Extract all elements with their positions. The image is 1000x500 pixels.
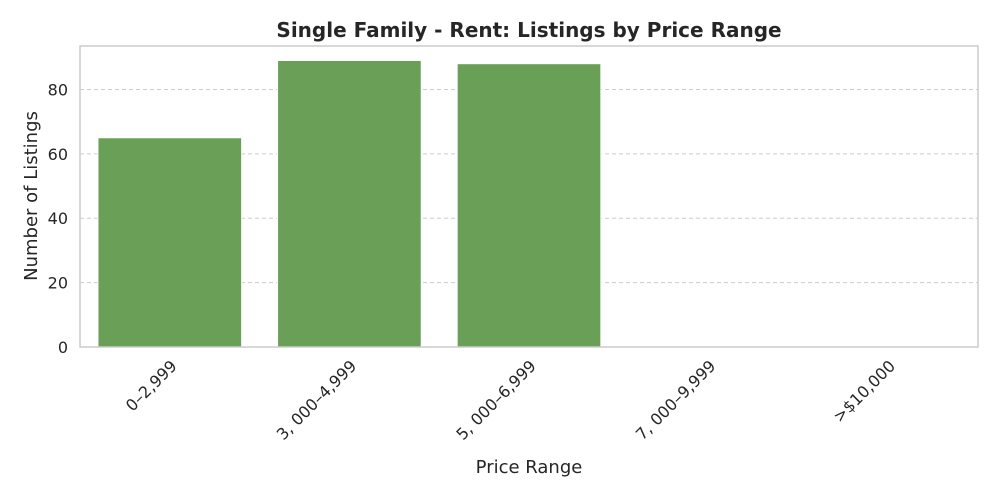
bar [277, 59, 422, 348]
bars [97, 59, 602, 348]
bar [456, 63, 602, 348]
x-tick-label: 7, 000–9,999 [632, 356, 719, 443]
y-axis-label: Number of Listings [21, 111, 42, 281]
y-tick-label: 60 [48, 145, 68, 164]
y-tick-label: 0 [58, 338, 68, 357]
x-axis-label: Price Range [476, 457, 583, 478]
x-tick-label: >$10,000 [829, 356, 899, 426]
x-tick-label: 0–2,999 [122, 356, 181, 415]
x-tick-label: 5, 000–6,999 [452, 356, 539, 443]
y-tick-label: 80 [48, 80, 68, 99]
y-tick-labels: 0 20 40 60 80 [48, 80, 68, 357]
chart-title: Single Family - Rent: Listings by Price … [276, 18, 781, 42]
y-tick-label: 20 [48, 274, 68, 293]
y-tick-label: 40 [48, 209, 68, 228]
bar [97, 137, 243, 348]
x-tick-labels: 0–2,999 3, 000–4,999 5, 000–6,999 7, 000–9,… [122, 356, 899, 443]
plot-frame [79, 45, 979, 348]
x-tick-label: 3, 000–4,999 [273, 356, 360, 443]
